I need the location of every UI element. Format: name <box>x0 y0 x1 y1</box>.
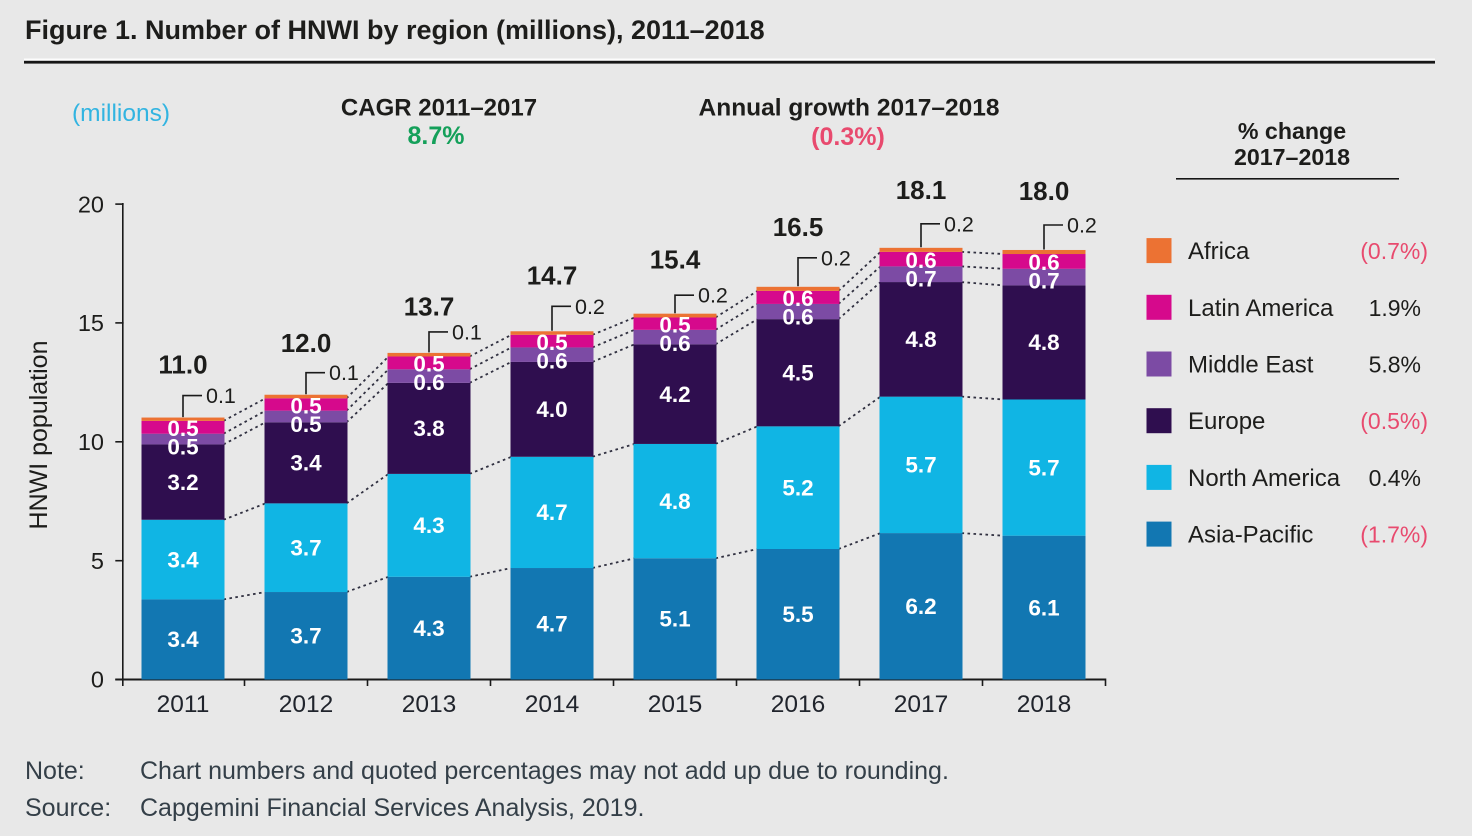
svg-text:0.1: 0.1 <box>206 384 236 408</box>
svg-text:1.9%: 1.9% <box>1369 295 1421 321</box>
svg-text:14.7: 14.7 <box>527 260 578 290</box>
svg-text:2014: 2014 <box>525 691 580 718</box>
svg-text:8.7%: 8.7% <box>408 122 465 150</box>
svg-text:0.6: 0.6 <box>782 305 813 330</box>
svg-text:0.4%: 0.4% <box>1369 465 1421 491</box>
svg-text:Capgemini Financial Services A: Capgemini Financial Services Analysis, 2… <box>140 794 644 822</box>
svg-text:Europe: Europe <box>1188 408 1265 435</box>
svg-text:(millions): (millions) <box>72 100 170 127</box>
svg-text:% change: % change <box>1238 118 1346 144</box>
svg-text:(1.7%): (1.7%) <box>1360 522 1428 548</box>
svg-text:4.7: 4.7 <box>536 500 567 525</box>
svg-text:3.4: 3.4 <box>167 627 199 652</box>
svg-text:Annual growth 2017–2018: Annual growth 2017–2018 <box>699 95 1000 122</box>
svg-text:(0.7%): (0.7%) <box>1360 238 1428 264</box>
svg-text:0.6: 0.6 <box>1028 250 1059 275</box>
svg-text:Asia-Pacific: Asia-Pacific <box>1188 522 1313 549</box>
svg-text:Figure 1. Number of HNWI by re: Figure 1. Number of HNWI by region (mill… <box>25 15 765 45</box>
svg-text:0.1: 0.1 <box>452 320 482 344</box>
svg-text:6.1: 6.1 <box>1028 595 1059 620</box>
svg-text:Note:: Note: <box>25 757 85 785</box>
svg-text:0.6: 0.6 <box>659 331 690 356</box>
svg-text:20: 20 <box>78 191 104 217</box>
svg-text:0.6: 0.6 <box>905 248 936 273</box>
svg-text:0: 0 <box>91 667 104 693</box>
svg-text:10: 10 <box>78 429 104 455</box>
svg-text:0.5: 0.5 <box>413 352 444 377</box>
svg-text:0.2: 0.2 <box>1067 214 1097 238</box>
svg-text:0.5: 0.5 <box>290 393 321 418</box>
svg-text:(0.5%): (0.5%) <box>1360 408 1428 434</box>
svg-text:3.8: 3.8 <box>413 416 444 441</box>
svg-text:2011: 2011 <box>157 691 210 718</box>
svg-text:0.5: 0.5 <box>536 330 567 355</box>
svg-text:4.8: 4.8 <box>1028 330 1059 355</box>
svg-text:4.0: 4.0 <box>536 397 567 422</box>
svg-text:2018: 2018 <box>1017 691 1072 718</box>
svg-text:18.1: 18.1 <box>896 175 947 205</box>
svg-text:0.2: 0.2 <box>944 212 974 236</box>
svg-text:4.2: 4.2 <box>659 382 690 407</box>
svg-text:4.8: 4.8 <box>659 489 690 514</box>
svg-text:2012: 2012 <box>279 691 334 718</box>
svg-text:HNWI population: HNWI population <box>25 341 53 530</box>
svg-text:0.1: 0.1 <box>329 361 359 385</box>
svg-text:6.2: 6.2 <box>905 594 936 619</box>
svg-text:0.5: 0.5 <box>659 313 690 338</box>
svg-text:13.7: 13.7 <box>404 291 455 321</box>
svg-text:4.5: 4.5 <box>782 361 813 386</box>
svg-text:CAGR 2011–2017: CAGR 2011–2017 <box>341 95 537 122</box>
svg-text:3.2: 3.2 <box>167 470 198 495</box>
svg-text:0.5: 0.5 <box>290 412 321 437</box>
svg-text:5.7: 5.7 <box>905 453 936 478</box>
svg-text:0.6: 0.6 <box>413 370 444 395</box>
svg-text:5.5: 5.5 <box>782 602 813 627</box>
svg-text:0.5: 0.5 <box>167 416 198 441</box>
svg-text:5: 5 <box>91 548 104 574</box>
svg-text:11.0: 11.0 <box>158 350 207 380</box>
svg-text:4.7: 4.7 <box>536 612 567 637</box>
svg-text:0.5: 0.5 <box>167 435 198 460</box>
svg-text:0.2: 0.2 <box>821 246 851 270</box>
svg-text:3.7: 3.7 <box>290 536 321 561</box>
svg-text:0.6: 0.6 <box>782 286 813 311</box>
svg-text:(0.3%): (0.3%) <box>811 123 885 151</box>
svg-text:4.3: 4.3 <box>413 616 444 641</box>
svg-text:Chart numbers and quoted perce: Chart numbers and quoted percentages may… <box>140 757 949 785</box>
svg-text:5.8%: 5.8% <box>1369 352 1421 378</box>
svg-text:0.6: 0.6 <box>536 348 567 373</box>
svg-text:0.2: 0.2 <box>575 295 605 319</box>
svg-text:15.4: 15.4 <box>650 245 701 275</box>
svg-text:5.7: 5.7 <box>1028 455 1059 480</box>
svg-text:Source:: Source: <box>25 794 111 822</box>
svg-text:Middle East: Middle East <box>1188 352 1314 379</box>
svg-text:12.0: 12.0 <box>281 328 332 358</box>
svg-text:Latin America: Latin America <box>1188 295 1334 322</box>
svg-text:5.2: 5.2 <box>782 476 813 501</box>
svg-text:4.8: 4.8 <box>905 327 936 352</box>
svg-text:5.1: 5.1 <box>659 607 690 632</box>
svg-text:North America: North America <box>1188 465 1341 492</box>
svg-text:2017: 2017 <box>894 691 949 718</box>
svg-text:2013: 2013 <box>402 691 457 718</box>
svg-text:2015: 2015 <box>648 691 703 718</box>
svg-text:18.0: 18.0 <box>1019 176 1070 206</box>
svg-text:16.5: 16.5 <box>773 212 824 242</box>
svg-text:4.3: 4.3 <box>413 513 444 538</box>
svg-text:Africa: Africa <box>1188 238 1250 265</box>
svg-text:0.2: 0.2 <box>698 284 728 308</box>
svg-text:0.7: 0.7 <box>905 266 936 291</box>
svg-text:3.4: 3.4 <box>167 547 199 572</box>
svg-text:3.4: 3.4 <box>290 451 322 476</box>
svg-text:2017–2018: 2017–2018 <box>1234 144 1350 170</box>
svg-text:15: 15 <box>78 310 104 336</box>
svg-text:3.7: 3.7 <box>290 624 321 649</box>
svg-text:0.7: 0.7 <box>1028 269 1059 294</box>
svg-text:2016: 2016 <box>771 691 826 718</box>
